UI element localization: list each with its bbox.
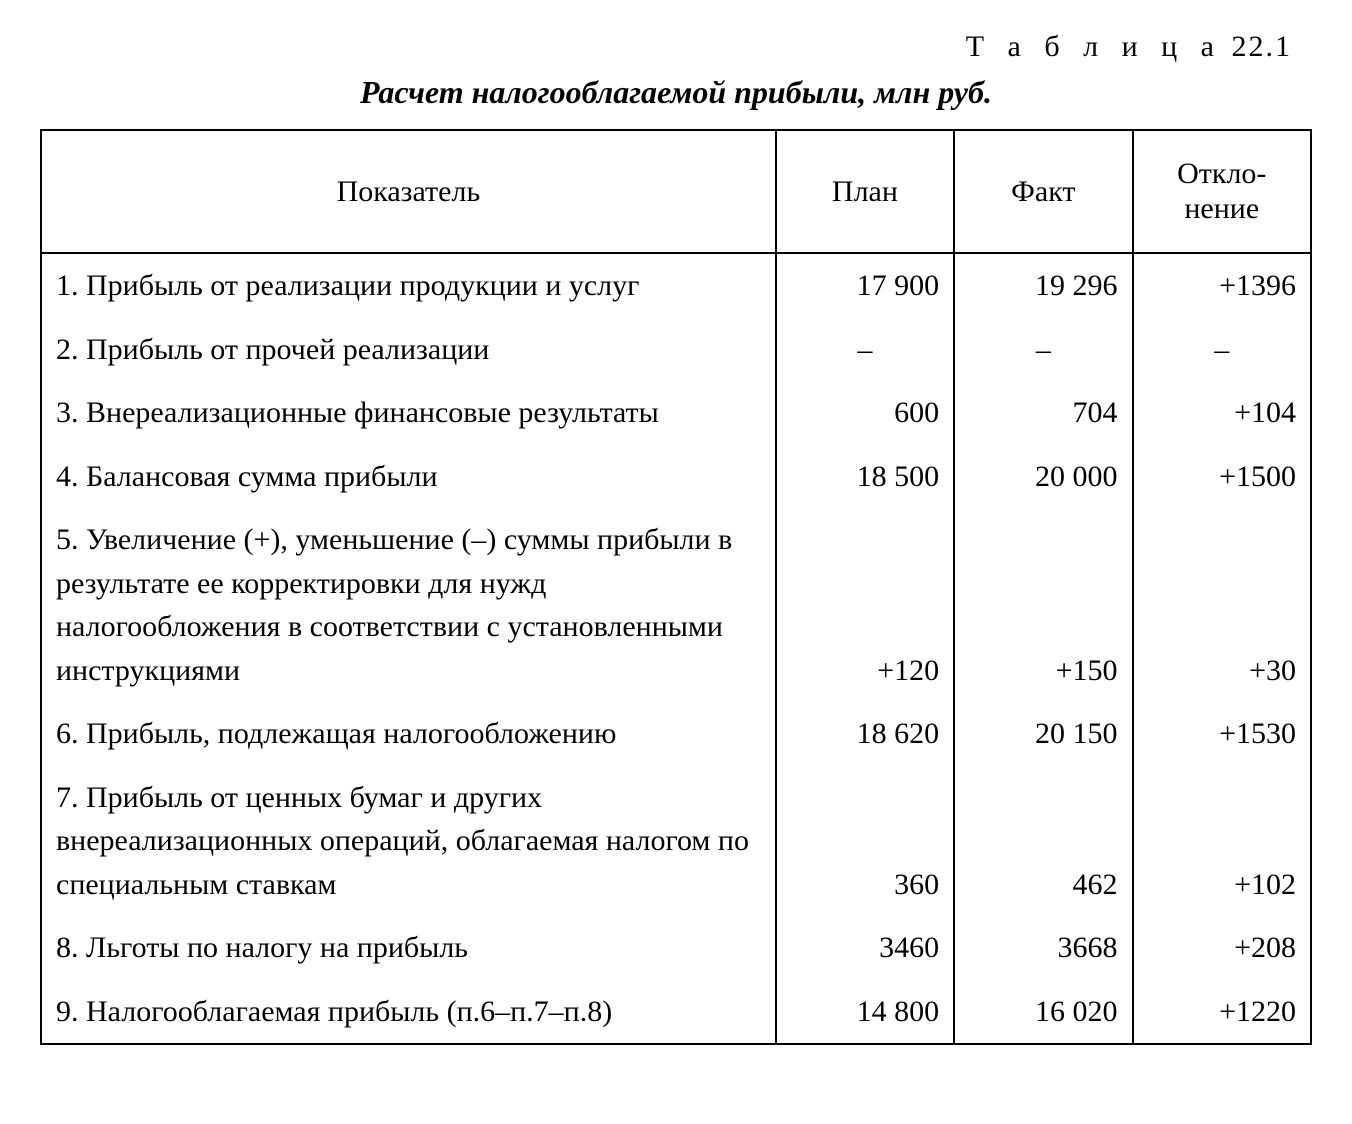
indicator-cell: 2. Прибыль от прочей реализации — [41, 318, 776, 382]
indicator-cell: 7. Прибыль от ценных бумаг и других внер… — [41, 766, 776, 917]
col-header-deviation: Откло- нение — [1133, 130, 1311, 253]
fact-cell: 19 296 — [954, 253, 1132, 318]
plan-cell: 18 620 — [776, 702, 954, 766]
indicator-cell: 8. Льготы по налогу на прибыль — [41, 916, 776, 980]
table-row: 9. Налогооблагаемая прибыль (п.6–п.7–п.8… — [41, 980, 1311, 1045]
deviation-cell: +1220 — [1133, 980, 1311, 1045]
table-row: 4. Балансовая сумма прибыли18 50020 000+… — [41, 445, 1311, 509]
table-row: 3. Внереализационные финансовые результа… — [41, 381, 1311, 445]
table-number-label: Т а б л и ц а 22.1 — [40, 30, 1312, 64]
fact-cell: 20 150 — [954, 702, 1132, 766]
col-header-fact: Факт — [954, 130, 1132, 253]
fact-cell: 704 — [954, 381, 1132, 445]
indicator-cell: 3. Внереализационные финансовые результа… — [41, 381, 776, 445]
plan-cell: – — [776, 318, 954, 382]
table-row: 1. Прибыль от реализации продукции и усл… — [41, 253, 1311, 318]
table-caption: Расчет налогооблагаемой прибыли, млн руб… — [40, 74, 1312, 111]
plan-cell: 360 — [776, 766, 954, 917]
profit-calc-table: Показатель План Факт Откло- нение 1. При… — [40, 129, 1312, 1045]
fact-cell: +150 — [954, 508, 1132, 702]
plan-cell: 3460 — [776, 916, 954, 980]
deviation-cell: +30 — [1133, 508, 1311, 702]
table-header-row: Показатель План Факт Откло- нение — [41, 130, 1311, 253]
table-row: 8. Льготы по налогу на прибыль34603668+2… — [41, 916, 1311, 980]
indicator-cell: 1. Прибыль от реализации продукции и усл… — [41, 253, 776, 318]
fact-cell: 20 000 — [954, 445, 1132, 509]
col-header-plan: План — [776, 130, 954, 253]
col-header-deviation-l1: Откло- — [1177, 157, 1266, 190]
indicator-cell: 9. Налогооблагаемая прибыль (п.6–п.7–п.8… — [41, 980, 776, 1045]
col-header-deviation-l2: нение — [1184, 192, 1259, 225]
plan-cell: 18 500 — [776, 445, 954, 509]
table-row: 6. Прибыль, подлежащая налогообложению18… — [41, 702, 1311, 766]
table-body: 1. Прибыль от реализации продукции и усл… — [41, 253, 1311, 1044]
plan-cell: +120 — [776, 508, 954, 702]
col-header-indicator: Показатель — [41, 130, 776, 253]
table-row: 5. Увеличение (+), уменьшение (–) суммы … — [41, 508, 1311, 702]
plan-cell: 17 900 — [776, 253, 954, 318]
fact-cell: 16 020 — [954, 980, 1132, 1045]
table-row: 7. Прибыль от ценных бумаг и других внер… — [41, 766, 1311, 917]
deviation-cell: +1500 — [1133, 445, 1311, 509]
deviation-cell: +1396 — [1133, 253, 1311, 318]
plan-cell: 600 — [776, 381, 954, 445]
table-row: 2. Прибыль от прочей реализации––– — [41, 318, 1311, 382]
table-num: 22.1 — [1222, 30, 1292, 63]
fact-cell: 462 — [954, 766, 1132, 917]
deviation-cell: +102 — [1133, 766, 1311, 917]
deviation-cell: +208 — [1133, 916, 1311, 980]
plan-cell: 14 800 — [776, 980, 954, 1045]
indicator-cell: 5. Увеличение (+), уменьшение (–) суммы … — [41, 508, 776, 702]
indicator-cell: 4. Балансовая сумма прибыли — [41, 445, 776, 509]
deviation-cell: +104 — [1133, 381, 1311, 445]
fact-cell: – — [954, 318, 1132, 382]
fact-cell: 3668 — [954, 916, 1132, 980]
table-word: Т а б л и ц а — [966, 30, 1222, 63]
deviation-cell: – — [1133, 318, 1311, 382]
indicator-cell: 6. Прибыль, подлежащая налогообложению — [41, 702, 776, 766]
deviation-cell: +1530 — [1133, 702, 1311, 766]
